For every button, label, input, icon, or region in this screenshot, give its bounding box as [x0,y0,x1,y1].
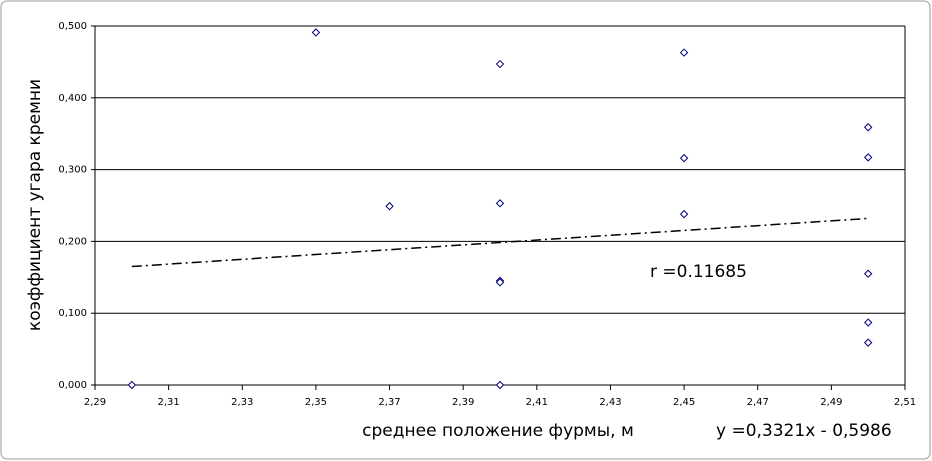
data-point [495,278,505,287]
data-point [127,380,137,390]
data-point [495,59,505,69]
x-tick-label: 2,43 [599,397,621,408]
x-tick-label: 2,47 [747,397,769,408]
x-tick-label: 2,37 [378,397,400,408]
y-tick-label: 0,200 [58,236,87,247]
x-tick-label: 2,31 [158,397,180,408]
data-point [863,338,873,347]
x-tick-label: 2,51 [894,397,916,408]
data-point [863,153,873,162]
data-point [679,153,689,163]
data-point [863,123,873,132]
x-tick-label: 2,49 [820,397,842,408]
y-axis-title: коэффициент угара кремни [25,79,45,331]
trendline [131,217,869,268]
y-tick-label: 0,400 [58,93,87,104]
data-point [495,199,505,208]
x-tick-label: 2,35 [305,397,327,408]
y-tick-label: 0,000 [58,380,87,391]
y-tick-label: 0,300 [58,165,87,176]
data-point [863,269,873,278]
x-tick-label: 2,33 [231,397,253,408]
data-point [385,202,394,211]
data-point [495,380,505,390]
x-axis-title: среднее положение фурмы, м [362,421,634,441]
x-tick-label: 2,45 [673,397,695,408]
data-point [863,318,873,327]
data-point [679,48,689,57]
x-tick-label: 2,29 [84,397,106,408]
data-point [679,209,689,219]
data-point [311,28,321,37]
y-tick-label: 0,500 [58,21,87,32]
x-tick-label: 2,39 [452,397,474,408]
annotation: r =0.11685 [650,262,747,282]
y-tick-label: 0,100 [58,308,87,319]
annotation: y =0,3321x - 0,5986 [716,421,892,441]
x-tick-label: 2,41 [526,397,548,408]
